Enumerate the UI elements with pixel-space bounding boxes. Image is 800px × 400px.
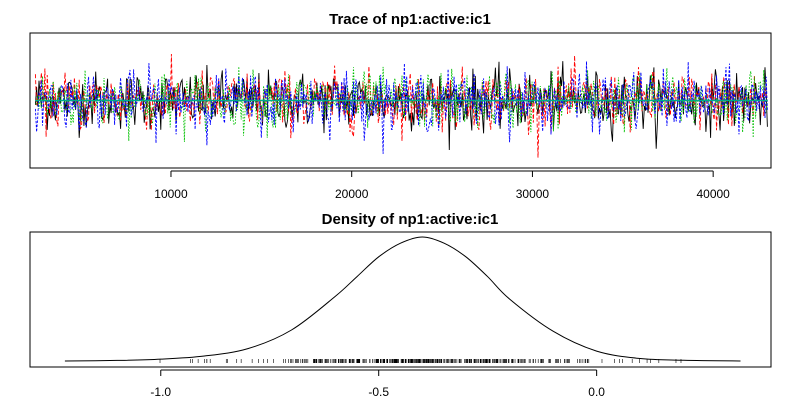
density-curve — [64, 236, 741, 362]
trace-panel: Trace of np1:active:ic1 10000 20000 30000 4… — [29, 11, 772, 201]
trace-series-line — [34, 61, 768, 154]
density-curve-group — [64, 236, 741, 362]
trace-x-tick-label: 40000 — [696, 187, 730, 201]
density-x-tick-label: -0.5 — [368, 385, 389, 399]
trace-x-axis: 10000 20000 30000 40000 — [154, 170, 730, 201]
trace-x-tick-label: 10000 — [154, 187, 188, 201]
density-x-tick-label: -1.0 — [150, 385, 171, 399]
trace-series-group — [34, 53, 768, 158]
trace-x-tick-label: 30000 — [516, 187, 550, 201]
density-rug-group — [159, 359, 682, 363]
density-frame — [29, 231, 772, 368]
trace-frame — [29, 32, 772, 169]
trace-title: Trace of np1:active:ic1 — [329, 11, 491, 28]
density-x-axis: -1.0 -0.5 0.0 — [150, 369, 605, 399]
density-title: Density of np1:active:ic1 — [322, 211, 499, 228]
trace-x-tick-label: 20000 — [335, 187, 369, 201]
density-panel: Density of np1:active:ic1 -1.0 -0.5 0.0 — [29, 211, 772, 399]
density-x-tick-label: 0.0 — [588, 385, 605, 399]
